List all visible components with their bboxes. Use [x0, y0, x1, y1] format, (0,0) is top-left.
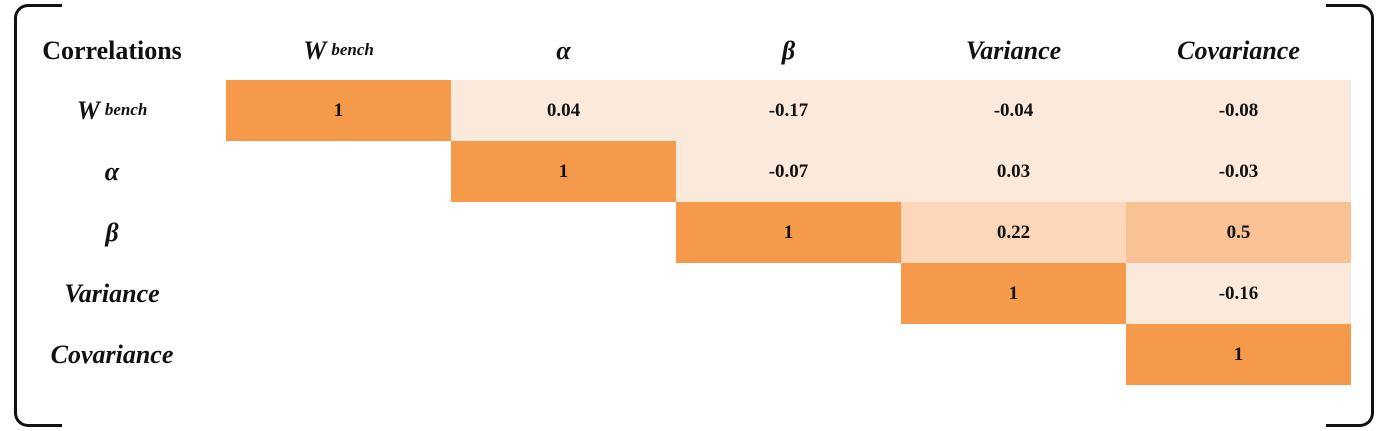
row-header-subscript: bench — [104, 99, 148, 119]
row-header-text: W — [76, 95, 100, 125]
column-header-subscript: bench — [331, 40, 374, 59]
diagonal-cell: 1 — [1126, 324, 1351, 385]
correlation-cell: 0.22 — [901, 202, 1126, 263]
row-header-text: Covariance — [50, 339, 174, 369]
row-header: Variance — [20, 263, 204, 324]
correlation-cell: 0.5 — [1126, 202, 1351, 263]
correlation-cell: -0.08 — [1126, 80, 1351, 141]
column-header: Variance — [901, 22, 1126, 80]
row-header: Covariance — [20, 324, 204, 385]
column-header: α — [451, 22, 676, 80]
diagonal-cell: 1 — [676, 202, 901, 263]
row-header-text: Variance — [64, 278, 160, 308]
correlation-cell: -0.17 — [676, 80, 901, 141]
corner-label: Correlations — [42, 36, 182, 65]
diagonal-cell: 1 — [226, 80, 451, 141]
left-bracket — [14, 4, 62, 427]
correlation-cell: -0.04 — [901, 80, 1126, 141]
row-header-text: α — [104, 156, 120, 186]
diagonal-cell: 1 — [451, 141, 676, 202]
column-header-text: Variance — [965, 36, 1062, 65]
row-header: β — [20, 202, 204, 263]
column-header: Covariance — [1126, 22, 1351, 80]
correlation-cell: -0.07 — [676, 141, 901, 202]
diagonal-cell: 1 — [901, 263, 1126, 324]
row-header: α — [20, 141, 204, 202]
correlation-cell: 0.03 — [901, 141, 1126, 202]
column-header: β — [676, 22, 901, 80]
correlation-cell: -0.03 — [1126, 141, 1351, 202]
column-header-text: W — [303, 36, 327, 65]
correlation-cell: -0.16 — [1126, 263, 1351, 324]
column-header-text: β — [781, 36, 796, 65]
column-header-text: Covariance — [1177, 36, 1300, 65]
column-header-text: α — [556, 36, 571, 65]
row-header-text: β — [105, 217, 119, 247]
right-bracket — [1326, 4, 1374, 427]
correlation-cell: 0.04 — [451, 80, 676, 141]
